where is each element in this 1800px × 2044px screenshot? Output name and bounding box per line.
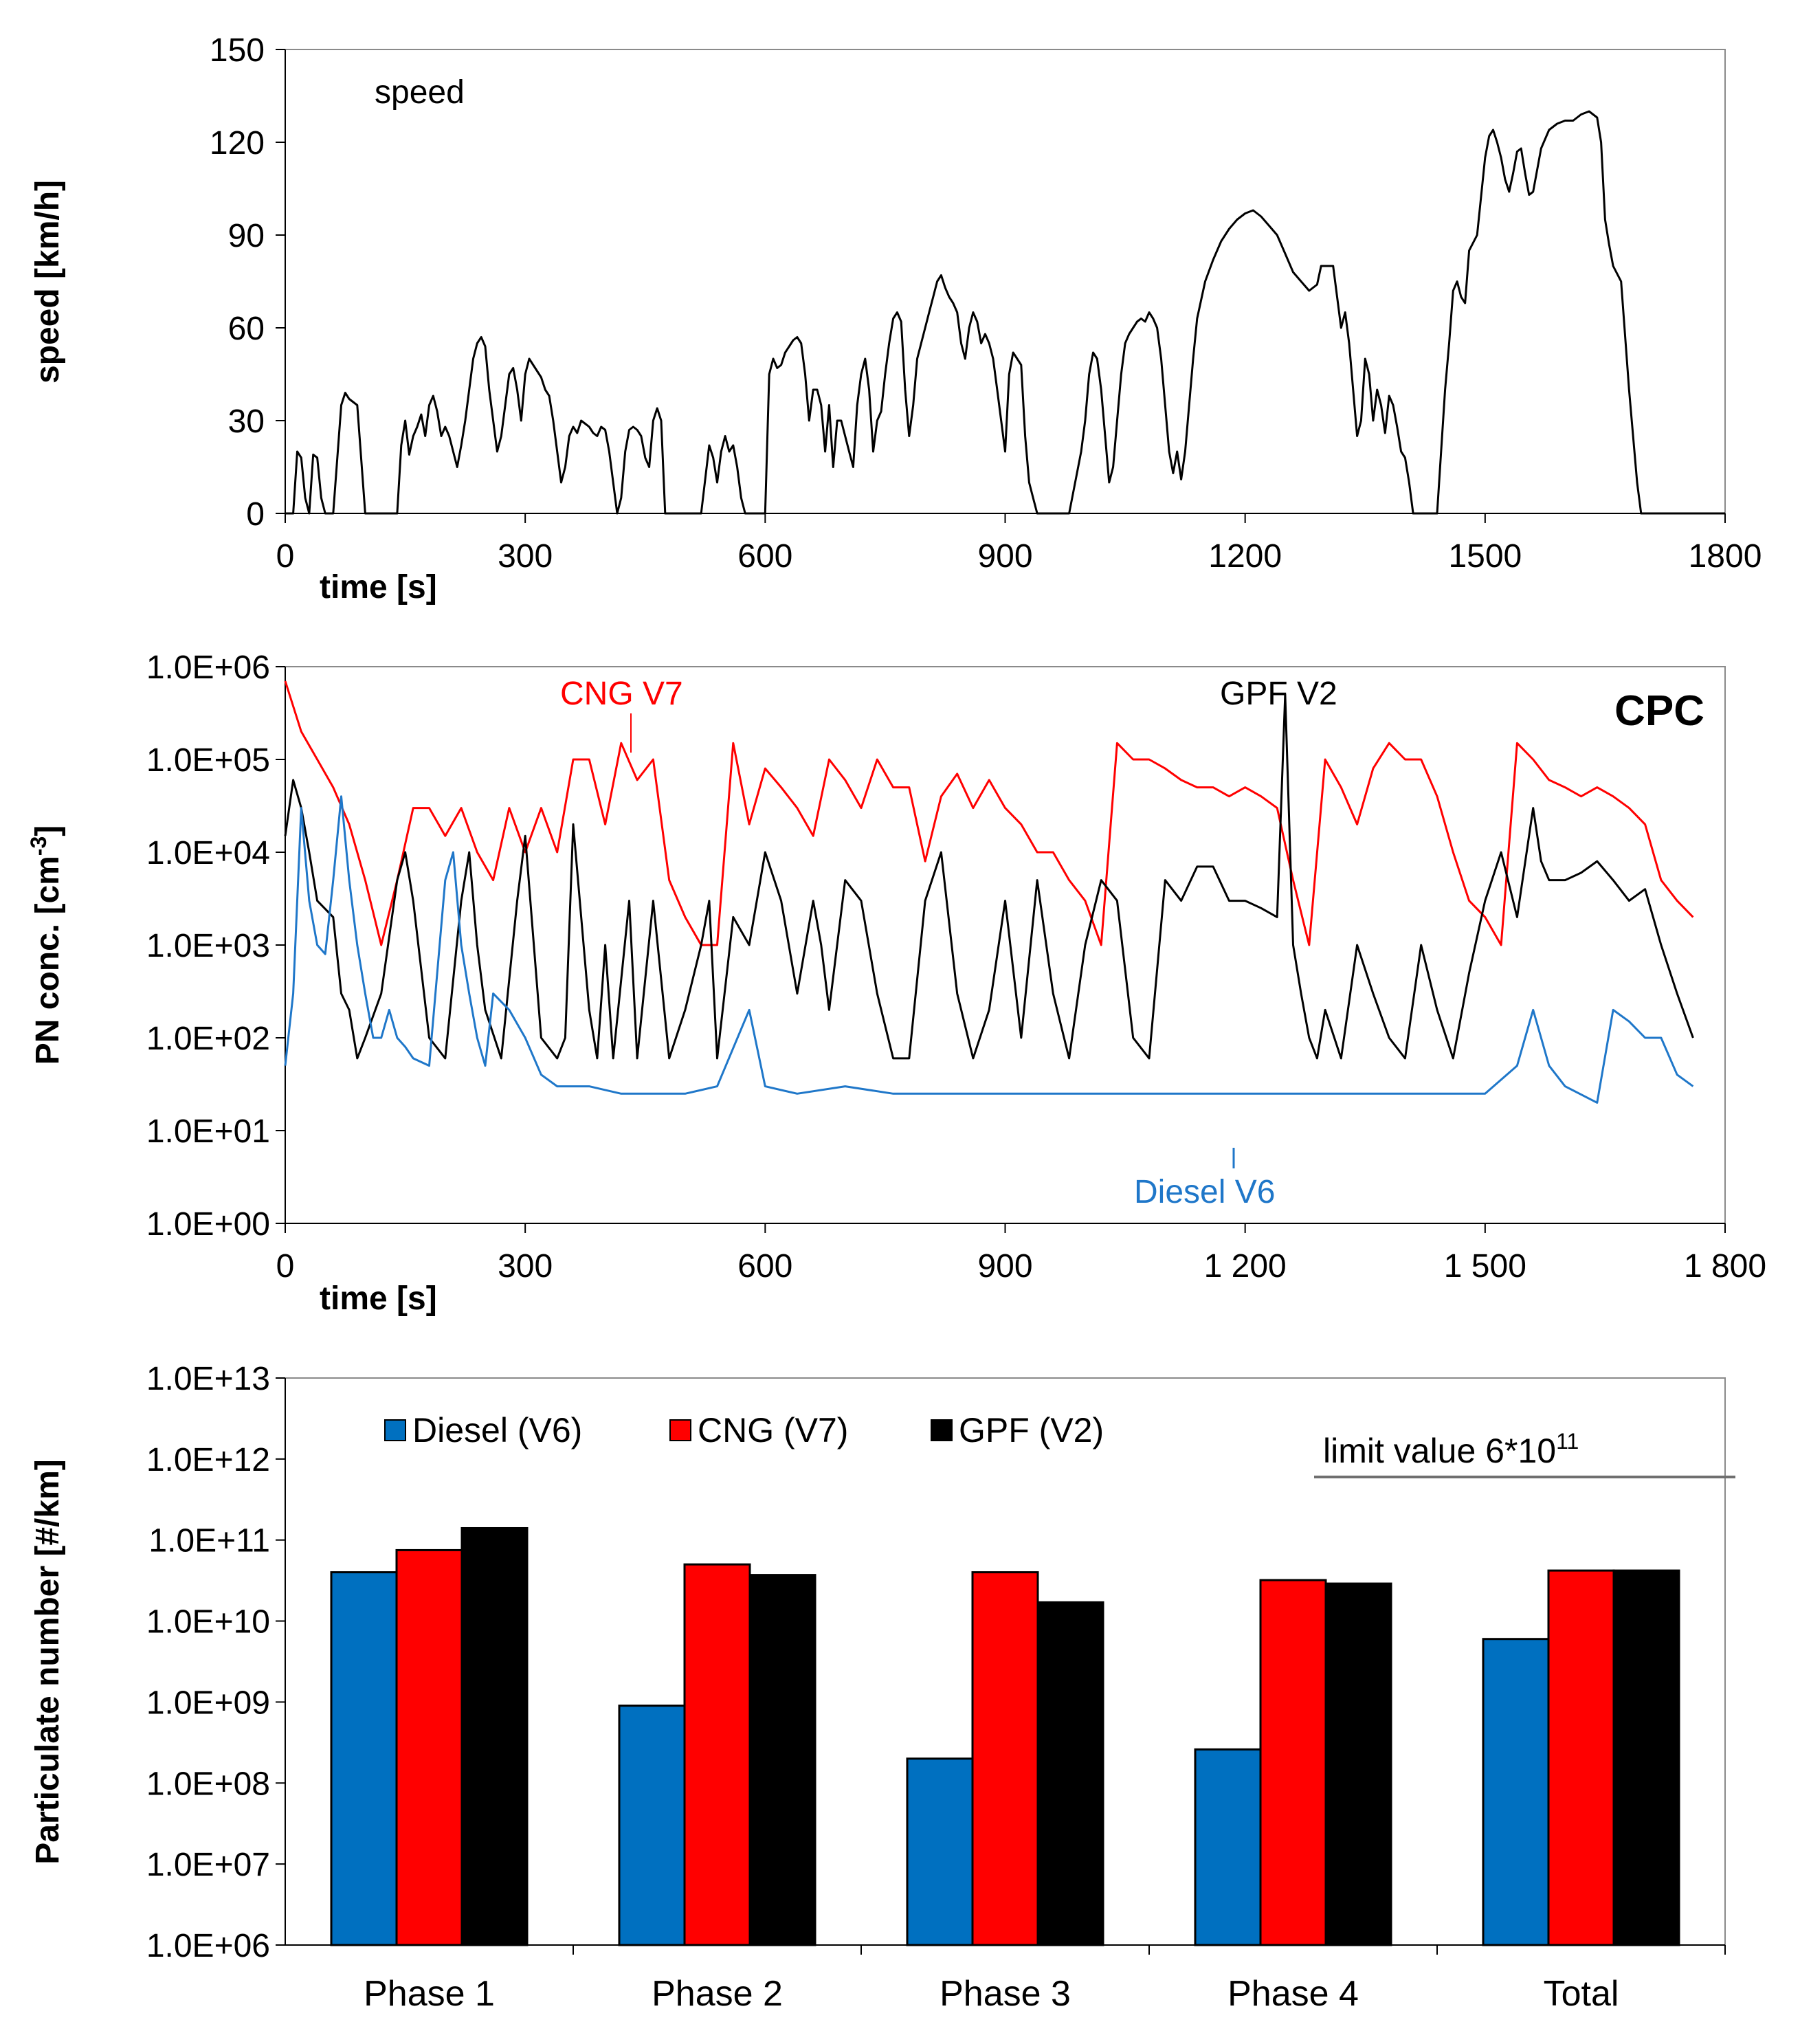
series-label-gpf-v2: GPF V2 xyxy=(1220,676,1337,712)
speed-y-axis-label: speed [km/h] xyxy=(30,180,66,384)
pn-x-tick-label: 600 xyxy=(737,1248,792,1285)
pn-y-tick-label: 1.0E+05 xyxy=(146,742,270,779)
speed-x-tick-label: 1200 xyxy=(1208,538,1282,575)
bar-diesel-v6-total xyxy=(1482,1638,1550,1946)
bar-y-tick-label: 1.0E+06 xyxy=(146,1928,270,1964)
series-line-diesel-v6 xyxy=(284,795,1694,1104)
speed-x-tick-label: 1500 xyxy=(1448,538,1522,575)
pn-y-tick-label: 1.0E+01 xyxy=(146,1113,270,1150)
legend-label-gpf-v2: GPF (V2) xyxy=(959,1411,1104,1449)
pn-x-tick-label: 1 200 xyxy=(1204,1248,1287,1285)
speed-x-tick-label: 1800 xyxy=(1689,538,1762,575)
pn-y-tick-label: 1.0E+06 xyxy=(146,649,270,686)
speed-x-tick-label: 900 xyxy=(977,538,1032,575)
pn-y-tick-label: 1.0E+00 xyxy=(146,1206,270,1243)
bar-gpf-v2-phase-1 xyxy=(460,1526,529,1946)
bar-diesel-v6-phase-2 xyxy=(618,1704,686,1946)
bar-diesel-v6-phase-3 xyxy=(906,1757,974,1946)
legend-label-cng-v7: CNG (V7) xyxy=(698,1411,848,1449)
pn-bar-chart: 1.0E+06 1.0E+07 1.0E+08 1.0E+09 1.0E+10 1.0E+… xyxy=(30,1361,1735,2014)
pn-y-tick-label: 1.0E+02 xyxy=(146,1021,270,1057)
bar-y-axis-label: Particulate number [#/km] xyxy=(30,1459,66,1865)
bar-diesel-v6-phase-1 xyxy=(330,1571,398,1946)
bar-y-tick-label: 1.0E+13 xyxy=(146,1361,270,1397)
speed-y-tick-label: 30 xyxy=(228,403,265,440)
pn-y-axis-label-main: PN conc. [cm xyxy=(30,856,66,1065)
bar-cng-v7-total xyxy=(1547,1569,1615,1946)
pn-x-tick-label: 1 800 xyxy=(1684,1248,1766,1285)
speed-y-tick-label: 0 xyxy=(246,496,265,533)
bar-gpf-v2-phase-3 xyxy=(1036,1601,1104,1946)
legend-swatch-cng-v7 xyxy=(669,1419,691,1441)
series-label-cng-v7: CNG V7 xyxy=(560,676,683,712)
bar-y-tick-label: 1.0E+12 xyxy=(146,1442,270,1478)
legend-swatch-diesel-v6 xyxy=(384,1419,406,1441)
bar-cng-v7-phase-1 xyxy=(395,1548,463,1946)
bar-y-tick-label: 1.0E+10 xyxy=(146,1604,270,1641)
bar-diesel-v6-phase-4 xyxy=(1194,1748,1262,1946)
speed-y-tick-label: 90 xyxy=(228,218,265,254)
speed-y-tick-label: 60 xyxy=(228,311,265,347)
speed-x-tick-label: 300 xyxy=(498,538,553,575)
bar-legend: Diesel (V6) CNG (V7) GPF (V2) xyxy=(384,1411,1104,1449)
speed-x-axis-label: time [s] xyxy=(320,569,437,606)
speed-x-tick-label: 0 xyxy=(276,538,295,575)
cpc-annotation: CPC xyxy=(1614,687,1704,735)
bar-y-tick-label: 1.0E+08 xyxy=(146,1766,270,1802)
speed-chart: 0 30 60 90 120 150 0 300 600 900 1200 1500 1800 spe… xyxy=(30,32,1762,606)
bar-gpf-v2-phase-4 xyxy=(1324,1582,1392,1946)
category-label-total: Total xyxy=(1544,1974,1619,2014)
speed-y-tick-label: 150 xyxy=(210,32,265,69)
legend-label-diesel-v6: Diesel (V6) xyxy=(412,1411,582,1449)
bar-cng-v7-phase-2 xyxy=(683,1563,751,1946)
bar-cng-v7-phase-4 xyxy=(1259,1579,1327,1946)
speed-series-line xyxy=(285,110,1725,515)
series-line-cng-v7 xyxy=(284,680,1694,946)
pn-x-tick-label: 900 xyxy=(977,1248,1032,1285)
bar-gpf-v2-phase-2 xyxy=(748,1574,816,1946)
bar-cng-v7-phase-3 xyxy=(971,1571,1039,1946)
pn-x-tick-label: 300 xyxy=(498,1248,553,1285)
pn-x-tick-label: 0 xyxy=(276,1248,295,1285)
pn-x-tick-label: 1 500 xyxy=(1444,1248,1526,1285)
pn-conc-chart: 1.0E+00 1.0E+01 1.0E+02 1.0E+03 1.0E+04 1.0E+… xyxy=(26,649,1766,1317)
bar-y-tick-label: 1.0E+07 xyxy=(146,1847,270,1883)
category-label-phase-3: Phase 3 xyxy=(940,1974,1071,2014)
pn-x-axis-label: time [s] xyxy=(320,1280,437,1317)
category-label-phase-1: Phase 1 xyxy=(364,1974,495,2014)
speed-x-tick-label: 600 xyxy=(737,538,792,575)
series-label-diesel-v6: Diesel V6 xyxy=(1134,1174,1275,1210)
pn-y-tick-label: 1.0E+03 xyxy=(146,928,270,964)
speed-annotation: speed xyxy=(375,74,465,111)
limit-value-label: limit value 6*1011 xyxy=(1323,1429,1579,1470)
bar-gpf-v2-total xyxy=(1612,1569,1680,1946)
pn-plot-frame xyxy=(285,666,1726,1224)
pn-y-axis-label: PN conc. [cm-3] xyxy=(26,825,66,1065)
category-label-phase-2: Phase 2 xyxy=(652,1974,783,2014)
category-label-phase-4: Phase 4 xyxy=(1227,1974,1359,2014)
series-line-gpf-v2 xyxy=(284,693,1694,1060)
pn-y-tick-label: 1.0E+04 xyxy=(146,835,270,871)
pn-y-axis-label-tail: ] xyxy=(30,825,66,836)
limit-value-exponent: 11 xyxy=(1556,1429,1579,1454)
bar-y-tick-label: 1.0E+09 xyxy=(146,1685,270,1721)
pn-y-axis-label-exponent: -3 xyxy=(26,836,51,856)
speed-y-tick-label: 120 xyxy=(210,125,265,162)
legend-swatch-gpf-v2 xyxy=(931,1419,953,1441)
bar-y-tick-label: 1.0E+11 xyxy=(148,1523,270,1559)
limit-value-text: limit value 6*10 xyxy=(1323,1432,1556,1470)
